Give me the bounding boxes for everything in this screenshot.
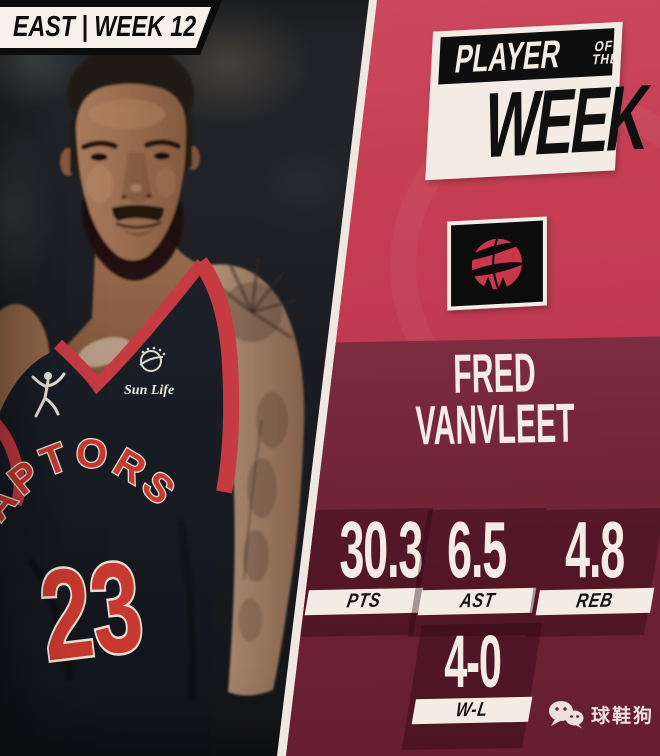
eye xyxy=(90,153,108,161)
wechat-icon xyxy=(549,701,584,729)
stat-value: 4.8 xyxy=(565,505,626,594)
player-last-name: VANVLEET xyxy=(415,391,576,457)
sunlife-logo: Sun Life xyxy=(124,346,174,398)
jersey-number: 23 xyxy=(33,534,150,688)
watermark: 球鞋狗 xyxy=(548,699,654,729)
collar-trim xyxy=(53,259,207,395)
jersey xyxy=(0,257,240,756)
beard xyxy=(81,196,184,281)
team-logo-box xyxy=(447,216,547,311)
stat-label: REB xyxy=(535,587,655,616)
stat-value: 6.5 xyxy=(447,505,508,594)
jersey-wordmark: APTORS xyxy=(0,431,186,529)
jumpman-icon xyxy=(31,372,66,418)
award-week-wrap: WEEK xyxy=(434,66,653,177)
eye xyxy=(154,152,170,160)
badge-face: EAST | WEEK 12 xyxy=(0,7,211,48)
nose xyxy=(122,152,151,203)
tattooed-arm xyxy=(203,257,305,696)
player-head xyxy=(60,45,200,281)
stat-label: PTS xyxy=(304,587,424,616)
award-the: THE xyxy=(591,49,621,67)
award-of-the-label: OF THE xyxy=(591,37,623,67)
sponsor-text: Sun Life xyxy=(124,383,174,398)
stat-assists: 6.5 AST xyxy=(407,505,547,638)
face xyxy=(76,83,186,261)
stat-rebounds: 4.8 REB xyxy=(525,505,660,638)
right-armhole-trim xyxy=(193,257,240,494)
hair xyxy=(68,45,194,143)
mouth xyxy=(115,221,162,229)
player-name: FRED VANVLEET xyxy=(329,341,660,457)
left-arm xyxy=(0,304,50,420)
background-blob xyxy=(0,542,42,638)
record-value: 4-0 xyxy=(443,620,502,703)
record-win-loss: 4-0 W-L xyxy=(401,620,543,751)
watermark-text: 球鞋狗 xyxy=(591,705,655,727)
stat-points: 30.3 PTS xyxy=(294,505,434,638)
sunlife-globe-icon xyxy=(140,350,162,372)
light-streak xyxy=(0,594,61,668)
stat-label: AST xyxy=(417,587,537,616)
award-week-label: WEEK xyxy=(478,66,654,178)
badge-text: EAST | WEEK 12 xyxy=(13,11,197,43)
player-of-the-week-card: PLAYER OF THE WEEK xyxy=(425,21,653,181)
raptors-claw-logo-icon xyxy=(465,238,527,291)
east-week-badge: EAST | WEEK 12 xyxy=(0,0,222,55)
mustache xyxy=(112,205,164,221)
stat-value: 30.3 xyxy=(339,505,423,594)
record-label: W-L xyxy=(411,696,533,725)
left-armhole-trim xyxy=(0,419,26,507)
neck-chest xyxy=(62,232,204,388)
